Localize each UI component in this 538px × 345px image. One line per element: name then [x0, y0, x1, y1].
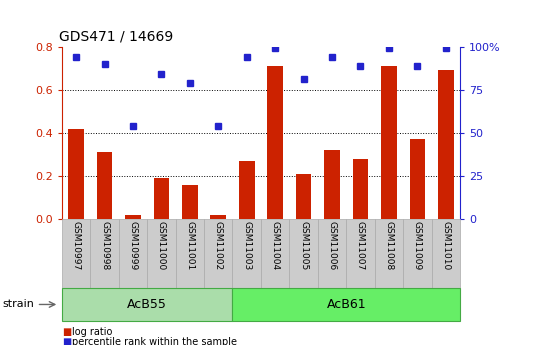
Text: log ratio: log ratio: [72, 327, 112, 337]
Text: GSM11003: GSM11003: [242, 221, 251, 270]
Bar: [267, 66, 283, 219]
Bar: [346, 219, 374, 288]
Bar: [403, 219, 431, 288]
Text: AcB61: AcB61: [327, 298, 366, 311]
Bar: [147, 219, 175, 288]
Text: strain: strain: [3, 299, 34, 309]
Bar: [289, 219, 318, 288]
Bar: [374, 219, 403, 288]
Bar: [204, 219, 232, 288]
Bar: [438, 70, 454, 219]
Bar: [62, 219, 90, 288]
Text: GDS471 / 14669: GDS471 / 14669: [59, 29, 173, 43]
Text: ■: ■: [62, 337, 71, 345]
Bar: [153, 178, 169, 219]
Bar: [296, 174, 312, 219]
Bar: [324, 150, 340, 219]
Bar: [182, 185, 197, 219]
Bar: [318, 219, 346, 288]
Bar: [210, 215, 226, 219]
Bar: [68, 128, 84, 219]
Bar: [119, 219, 147, 288]
Bar: [62, 288, 232, 321]
Bar: [431, 219, 460, 288]
Bar: [125, 215, 141, 219]
Text: GSM11006: GSM11006: [328, 221, 337, 270]
Bar: [239, 161, 254, 219]
Bar: [175, 219, 204, 288]
Text: GSM10997: GSM10997: [72, 221, 81, 270]
Bar: [97, 152, 112, 219]
Text: GSM11004: GSM11004: [271, 221, 280, 270]
Text: percentile rank within the sample: percentile rank within the sample: [72, 337, 237, 345]
Text: GSM11000: GSM11000: [157, 221, 166, 270]
Text: GSM11008: GSM11008: [384, 221, 393, 270]
Text: GSM11010: GSM11010: [441, 221, 450, 270]
Text: GSM11005: GSM11005: [299, 221, 308, 270]
Text: GSM11009: GSM11009: [413, 221, 422, 270]
Text: GSM11001: GSM11001: [185, 221, 194, 270]
Bar: [90, 219, 119, 288]
Bar: [352, 159, 369, 219]
Text: ■: ■: [62, 327, 71, 337]
Bar: [232, 288, 460, 321]
Text: GSM11002: GSM11002: [214, 221, 223, 270]
Text: GSM10999: GSM10999: [129, 221, 138, 270]
Text: GSM11007: GSM11007: [356, 221, 365, 270]
Text: AcB55: AcB55: [128, 298, 167, 311]
Bar: [381, 66, 397, 219]
Text: GSM10998: GSM10998: [100, 221, 109, 270]
Bar: [261, 219, 289, 288]
Bar: [409, 139, 425, 219]
Bar: [232, 219, 261, 288]
